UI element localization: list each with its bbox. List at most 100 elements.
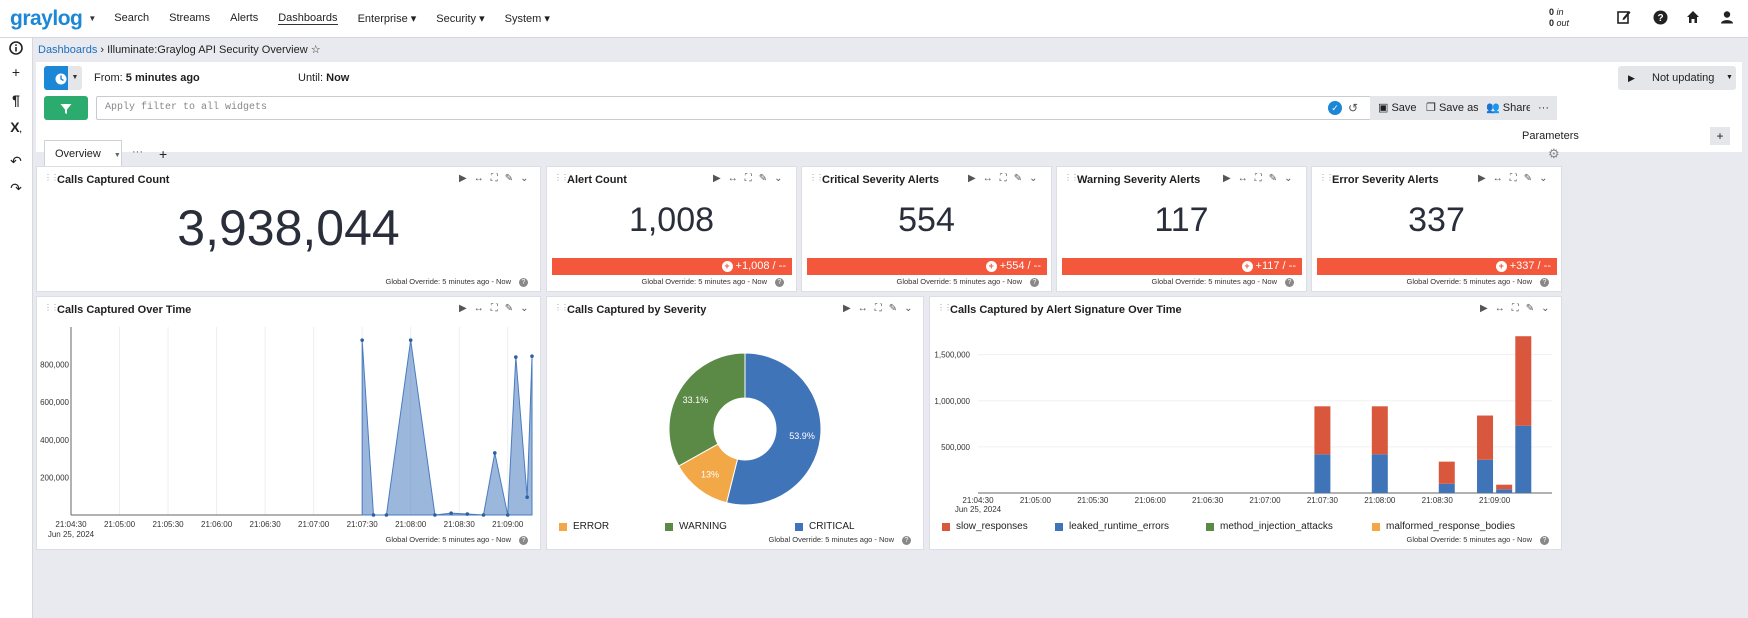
widget-title: Error Severity Alerts <box>1332 174 1439 186</box>
widget-controls[interactable]: ▶↔⛶✎⌄ <box>1480 303 1557 314</box>
throughput-indicator[interactable]: 0 in 0 out <box>1549 7 1569 29</box>
search-history-icon[interactable]: ↺ <box>1347 101 1359 115</box>
drag-handle-icon[interactable]: ⋮⋮ <box>554 303 569 312</box>
info-icon[interactable] <box>7 41 25 59</box>
x-tick-label: 21:09:00 <box>1479 496 1511 505</box>
area-chart[interactable]: 21:04:30 21:05:00 21:05:30 21:06:00 21:06:30… <box>37 319 542 539</box>
nav-item-system[interactable]: System ▾ <box>504 13 550 25</box>
slice-label: 53.9% <box>789 431 815 441</box>
pie-chart[interactable]: 53.9% 13% 33.1% <box>547 319 925 519</box>
throughput-in-value: 0 <box>1549 7 1555 17</box>
drag-handle-icon[interactable]: ⋮⋮ <box>1064 173 1079 182</box>
logo-caret-icon[interactable]: ▼ <box>88 14 97 23</box>
save-button[interactable]: ▣ Save <box>1370 96 1425 120</box>
legend-item-slow-responses[interactable]: slow_responses <box>942 521 1055 532</box>
play-icon: ▶ <box>1628 73 1635 83</box>
help-icon[interactable]: ? <box>519 536 528 545</box>
add-widget-icon[interactable]: + <box>11 64 21 80</box>
bar-slow-responses <box>1477 415 1494 460</box>
legend-swatch <box>1372 522 1380 531</box>
widget-calls-by-severity: ⋮⋮ Calls Captured by Severity ▶↔⛶✎⌄ 53.9… <box>546 296 924 550</box>
refresh-dropdown[interactable]: ▶ Not updating ▼ <box>1618 66 1736 90</box>
gear-icon[interactable]: ⚙ <box>1548 146 1560 161</box>
formatting-icon[interactable]: ¶ <box>12 92 20 108</box>
undo-icon[interactable]: ↶ <box>10 153 22 169</box>
bar-slow-responses <box>1371 406 1388 455</box>
legend-item-leaked-runtime-errors[interactable]: leaked_runtime_errors <box>1055 521 1206 532</box>
tab-overview[interactable]: Overview ▼ <box>44 140 122 166</box>
add-parameter-button[interactable]: + <box>1710 127 1730 145</box>
legend-item-method-injection-attacks[interactable]: method_injection_attacks <box>1206 521 1372 532</box>
nav-item-security[interactable]: Security ▾ <box>436 13 485 25</box>
x-tick-label: 21:08:30 <box>444 520 476 529</box>
help-icon[interactable]: ? <box>902 536 911 545</box>
trend-value: +554 / -- <box>999 260 1041 272</box>
search-filter-button[interactable] <box>44 96 88 120</box>
drag-handle-icon[interactable]: ⋮⋮ <box>1319 173 1334 182</box>
drag-handle-icon[interactable]: ⋮⋮ <box>44 173 59 182</box>
graylog-logo[interactable]: graylog <box>10 6 83 30</box>
add-tab-button[interactable]: + <box>159 146 168 162</box>
edit-icon[interactable] <box>1616 10 1632 26</box>
home-icon[interactable] <box>1685 10 1701 26</box>
help-icon[interactable]: ? <box>775 278 784 287</box>
nav-menu: Search Streams Alerts Dashboards Enterpr… <box>114 12 570 25</box>
widget-controls[interactable]: ▶↔⛶✎⌄ <box>968 173 1045 184</box>
nav-item-enterprise[interactable]: Enterprise ▾ <box>357 13 417 25</box>
widget-controls[interactable]: ▶↔⛶✎⌄ <box>1223 173 1300 184</box>
legend-item-malformed-response-bodies[interactable]: malformed_response_bodies <box>1372 521 1515 532</box>
drag-handle-icon[interactable]: ⋮⋮ <box>937 303 952 312</box>
breadcrumb-dashboards-link[interactable]: Dashboards <box>38 44 98 56</box>
widget-alert-count: ⋮⋮ Alert Count ▶↔⛶✎⌄ 1,008 + +1,008 / -- … <box>546 166 797 292</box>
widget-controls[interactable]: ▶↔⛶✎⌄ <box>843 303 920 314</box>
favorite-star-icon[interactable]: ☆ <box>310 44 321 56</box>
nav-item-search[interactable]: Search <box>114 12 150 24</box>
query-validation-icon[interactable]: ✓ <box>1328 101 1342 115</box>
share-button[interactable]: 👥 Share <box>1478 96 1541 120</box>
legend-item-critical[interactable]: CRITICAL <box>795 521 855 532</box>
left-sidebar: + ¶ X, ↶ ↷ <box>0 38 33 618</box>
tab-more-button[interactable]: ··· <box>132 146 143 158</box>
more-actions-button[interactable]: ··· <box>1530 96 1557 120</box>
time-range-from[interactable]: From: 5 minutes ago <box>94 72 200 84</box>
plus-circle-icon: + <box>1241 261 1253 272</box>
nav-item-streams[interactable]: Streams <box>169 12 211 24</box>
widget-controls[interactable]: ▶↔⛶✎⌄ <box>713 173 790 184</box>
query-input[interactable]: Apply filter to all widgets <box>96 96 1512 120</box>
widget-controls[interactable]: ▶↔⛶✎⌄ <box>1478 173 1555 184</box>
user-icon[interactable] <box>1719 10 1735 26</box>
slice-label: 33.1% <box>683 395 709 405</box>
parameter-icon[interactable]: X, <box>10 119 22 135</box>
redo-icon[interactable]: ↷ <box>10 180 22 196</box>
help-icon[interactable]: ? <box>1030 278 1039 287</box>
help-icon[interactable]: ? <box>1285 278 1294 287</box>
legend-label: malformed_response_bodies <box>1386 521 1515 532</box>
pie-slice-critical <box>725 352 822 506</box>
help-icon[interactable]: ? <box>1652 10 1668 26</box>
widget-controls[interactable]: ▶↔⛶✎⌄ <box>459 303 536 314</box>
legend-item-warning[interactable]: WARNING <box>665 521 795 532</box>
save-as-label: Save as <box>1438 102 1479 114</box>
legend-item-error[interactable]: ERROR <box>559 521 665 532</box>
copy-icon: ❐ <box>1426 102 1436 114</box>
nav-item-alerts[interactable]: Alerts <box>230 12 259 24</box>
until-label: Until: <box>298 72 324 84</box>
save-as-button[interactable]: ❐ Save as <box>1418 96 1487 120</box>
x-tick-label: 21:05:00 <box>1020 496 1052 505</box>
time-range-until[interactable]: Until: Now <box>298 72 349 84</box>
drag-handle-icon[interactable]: ⋮⋮ <box>554 173 569 182</box>
drag-handle-icon[interactable]: ⋮⋮ <box>44 303 59 312</box>
help-icon[interactable]: ? <box>1540 278 1549 287</box>
global-override-text: Global Override: 5 minutes ago - Now <box>385 535 511 544</box>
widget-footer: Global Override: 5 minutes ago - Now? <box>1152 277 1294 287</box>
tab-caret-icon[interactable]: ▼ <box>113 152 121 159</box>
drag-handle-icon[interactable]: ⋮⋮ <box>809 173 824 182</box>
help-icon[interactable]: ? <box>1540 536 1549 545</box>
time-range-caret-icon[interactable]: ▼ <box>68 66 82 90</box>
help-icon[interactable]: ? <box>519 278 528 287</box>
widget-controls[interactable]: ▶↔⛶✎⌄ <box>459 173 536 184</box>
x-tick-label: 21:07:30 <box>1307 496 1339 505</box>
nav-item-dashboards[interactable]: Dashboards <box>278 12 338 25</box>
share-label: Share <box>1502 102 1533 114</box>
stacked-bar-chart[interactable]: 21:04:30 21:05:00 21:05:30 21:06:00 21:06:30… <box>930 319 1563 519</box>
